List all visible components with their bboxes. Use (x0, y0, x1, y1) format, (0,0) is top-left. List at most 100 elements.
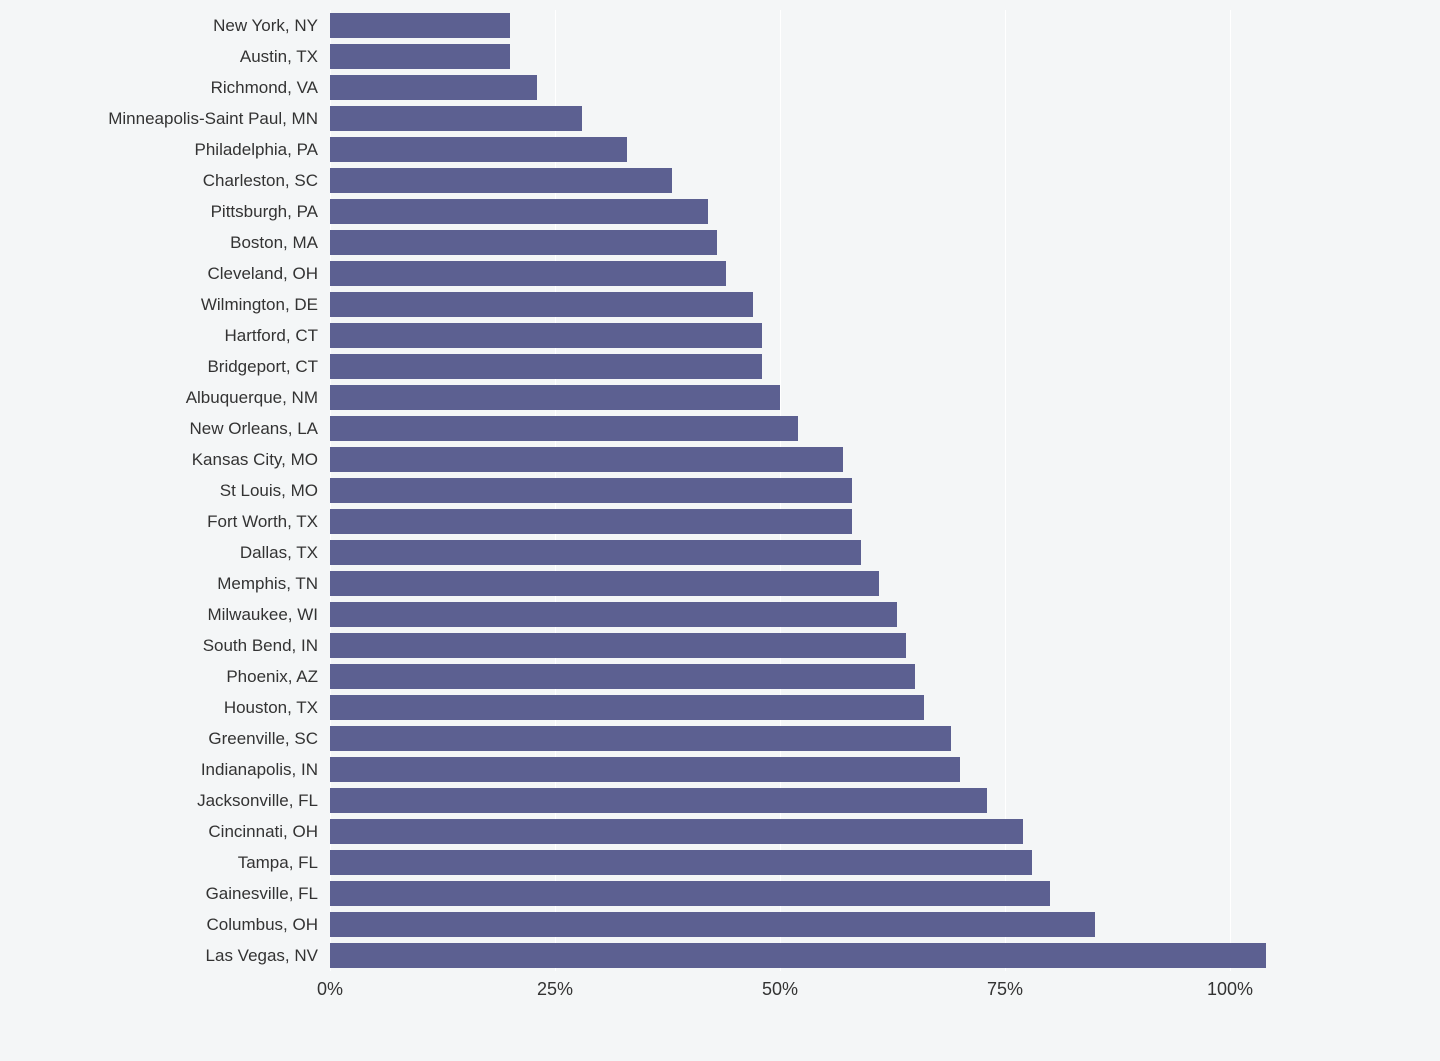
y-tick-label: New York, NY (213, 16, 330, 36)
chart-container: New York, NYAustin, TXRichmond, VAMinnea… (0, 0, 1440, 1061)
bar-row: Milwaukee, WI (330, 602, 1320, 627)
y-tick-label: Las Vegas, NV (206, 946, 330, 966)
x-axis: 0%25%50%75%100% (330, 971, 1320, 1011)
bar-row: Gainesville, FL (330, 881, 1320, 906)
bar[interactable] (330, 261, 726, 286)
y-tick-label: Hartford, CT (224, 326, 330, 346)
bar-row: South Bend, IN (330, 633, 1320, 658)
y-tick-label: Austin, TX (240, 47, 330, 67)
y-tick-label: Indianapolis, IN (201, 760, 330, 780)
bar-row: St Louis, MO (330, 478, 1320, 503)
bar[interactable] (330, 633, 906, 658)
y-tick-label: South Bend, IN (203, 636, 330, 656)
y-tick-label: Greenville, SC (208, 729, 330, 749)
bar[interactable] (330, 13, 510, 38)
bar-row: Fort Worth, TX (330, 509, 1320, 534)
bar[interactable] (330, 695, 924, 720)
y-tick-label: Dallas, TX (240, 543, 330, 563)
bar[interactable] (330, 168, 672, 193)
bar[interactable] (330, 75, 537, 100)
y-tick-label: Tampa, FL (238, 853, 330, 873)
y-tick-label: Milwaukee, WI (207, 605, 330, 625)
bar[interactable] (330, 571, 879, 596)
bar[interactable] (330, 726, 951, 751)
bar[interactable] (330, 540, 861, 565)
bar-row: Wilmington, DE (330, 292, 1320, 317)
y-tick-label: Jacksonville, FL (197, 791, 330, 811)
y-tick-label: Wilmington, DE (201, 295, 330, 315)
bar[interactable] (330, 354, 762, 379)
bar[interactable] (330, 416, 798, 441)
x-tick-label: 25% (537, 979, 573, 1000)
y-tick-label: Boston, MA (230, 233, 330, 253)
bar-row: Columbus, OH (330, 912, 1320, 937)
bar-row: Charleston, SC (330, 168, 1320, 193)
bar-row: Las Vegas, NV (330, 943, 1320, 968)
y-tick-label: Columbus, OH (207, 915, 330, 935)
y-tick-label: Cleveland, OH (207, 264, 330, 284)
bar[interactable] (330, 478, 852, 503)
bar[interactable] (330, 106, 582, 131)
bar[interactable] (330, 757, 960, 782)
plot-area: New York, NY Austin, TX Richmond, VA Minnea… (330, 10, 1320, 971)
bar-row: Boston, MA (330, 230, 1320, 255)
bar-row: Bridgeport, CT (330, 354, 1320, 379)
y-tick-label: Cincinnati, OH (208, 822, 330, 842)
bar-row: Greenville, SC (330, 726, 1320, 751)
bar-row: Indianapolis, IN (330, 757, 1320, 782)
bar-row: Memphis, TN (330, 571, 1320, 596)
y-tick-label: Phoenix, AZ (226, 667, 330, 687)
bar[interactable] (330, 230, 717, 255)
bar[interactable] (330, 385, 780, 410)
bar[interactable] (330, 881, 1050, 906)
bar-row: Cleveland, OH (330, 261, 1320, 286)
y-tick-label: Houston, TX (224, 698, 330, 718)
bar-row: Kansas City, MO (330, 447, 1320, 472)
bar[interactable] (330, 850, 1032, 875)
y-tick-label: Charleston, SC (203, 171, 330, 191)
x-tick-label: 100% (1207, 979, 1253, 1000)
bar[interactable] (330, 788, 987, 813)
bar-row: Cincinnati, OH (330, 819, 1320, 844)
y-tick-label: Richmond, VA (211, 78, 330, 98)
y-tick-label: Bridgeport, CT (207, 357, 330, 377)
y-tick-label: Philadelphia, PA (195, 140, 331, 160)
x-tick-label: 0% (317, 979, 343, 1000)
bar-row: Philadelphia, PA (330, 137, 1320, 162)
bar[interactable] (330, 509, 852, 534)
y-tick-label: Memphis, TN (217, 574, 330, 594)
bar[interactable] (330, 323, 762, 348)
bar[interactable] (330, 664, 915, 689)
bar-row: Houston, TX (330, 695, 1320, 720)
bar[interactable] (330, 44, 510, 69)
bar-row: Tampa, FL (330, 850, 1320, 875)
bar-row: Jacksonville, FL (330, 788, 1320, 813)
y-tick-label: Minneapolis-Saint Paul, MN (108, 109, 330, 129)
y-tick-label: Kansas City, MO (192, 450, 330, 470)
bar[interactable] (330, 912, 1095, 937)
y-tick-label: Pittsburgh, PA (211, 202, 330, 222)
bar[interactable] (330, 819, 1023, 844)
bar[interactable] (330, 602, 897, 627)
y-tick-label: Albuquerque, NM (186, 388, 330, 408)
bar-row: Albuquerque, NM (330, 385, 1320, 410)
bar-row: Austin, TX (330, 44, 1320, 69)
y-tick-label: Fort Worth, TX (207, 512, 330, 532)
y-tick-label: New Orleans, LA (190, 419, 331, 439)
bar[interactable] (330, 292, 753, 317)
bar[interactable] (330, 137, 627, 162)
bar-row: Minneapolis-Saint Paul, MN (330, 106, 1320, 131)
bar-row: Pittsburgh, PA (330, 199, 1320, 224)
bar-row: New York, NY (330, 13, 1320, 38)
bar[interactable] (330, 943, 1266, 968)
bar-row: Phoenix, AZ (330, 664, 1320, 689)
bar-row: Richmond, VA (330, 75, 1320, 100)
y-tick-label: Gainesville, FL (206, 884, 330, 904)
y-tick-label: St Louis, MO (220, 481, 330, 501)
x-tick-label: 50% (762, 979, 798, 1000)
bar-row: Hartford, CT (330, 323, 1320, 348)
bar-row: New Orleans, LA (330, 416, 1320, 441)
bar[interactable] (330, 447, 843, 472)
x-tick-label: 75% (987, 979, 1023, 1000)
bar[interactable] (330, 199, 708, 224)
